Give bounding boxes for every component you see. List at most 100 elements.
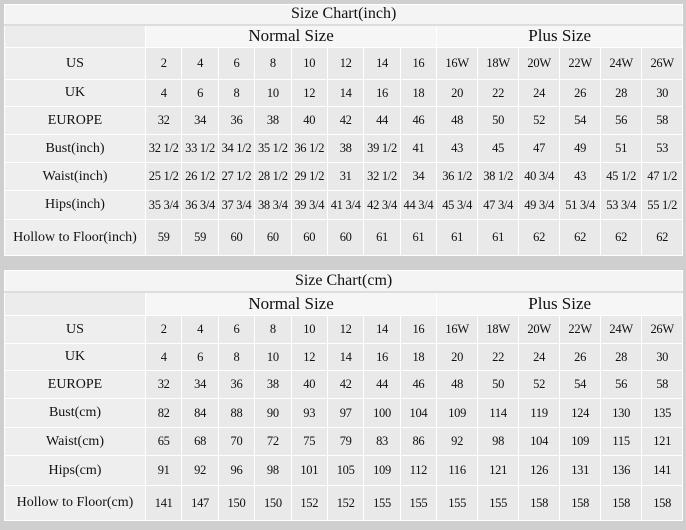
size-value-cell: 72: [254, 427, 292, 456]
size-value-cell: 62: [559, 219, 602, 256]
size-value-cell: 32: [144, 106, 183, 135]
size-value-cell: 65: [144, 427, 183, 456]
size-value-cell: 90: [254, 398, 292, 428]
size-value-cell: 92: [181, 455, 219, 486]
size-value-cell: 6: [217, 315, 256, 344]
size-value-cell: 24: [518, 79, 561, 107]
size-value-cell: 158: [600, 485, 643, 521]
size-value-cell: 40 3/4: [518, 162, 561, 191]
size-value-cell: 45: [477, 134, 520, 163]
size-value-cell: 62: [641, 219, 684, 256]
size-value-cell: 100: [363, 398, 401, 428]
size-value-cell: 54: [559, 106, 602, 135]
size-value-cell: 8: [217, 343, 256, 371]
size-value-cell: 62: [518, 219, 561, 256]
size-value-cell: 124: [559, 398, 602, 428]
size-value-cell: 53 3/4: [600, 190, 643, 220]
size-value-cell: 60: [326, 219, 365, 256]
size-value-cell: 16: [363, 343, 401, 371]
size-value-cell: 114: [477, 398, 520, 428]
table-row: Hollow to Floor(cm) 141 147 150 150 152 152 155…: [4, 485, 684, 521]
row-label: US: [4, 315, 146, 344]
size-value-cell: 40: [290, 370, 328, 399]
size-value-cell: 116: [436, 455, 479, 486]
size-value-cell: 14: [363, 47, 401, 80]
size-value-cell: 4: [181, 47, 219, 80]
size-value-cell: 58: [641, 106, 684, 135]
size-value-cell: 112: [399, 455, 438, 486]
size-value-cell: 59: [144, 219, 183, 256]
size-value-cell: 26W: [641, 315, 684, 344]
row-label: Hips(inch): [4, 190, 146, 220]
size-value-cell: 91: [144, 455, 183, 486]
size-value-cell: 62: [600, 219, 643, 256]
size-value-cell: 26: [559, 343, 602, 371]
size-value-cell: 40: [290, 106, 328, 135]
size-value-cell: 12: [290, 79, 328, 107]
size-value-cell: 26W: [641, 47, 684, 80]
size-value-cell: 20W: [518, 315, 561, 344]
size-value-cell: 27 1/2: [217, 162, 256, 191]
size-value-cell: 52: [518, 106, 561, 135]
size-value-cell: 26 1/2: [181, 162, 219, 191]
size-value-cell: 147: [181, 485, 219, 521]
size-value-cell: 12: [290, 343, 328, 371]
table-row: Bust(inch) 32 1/2 33 1/2 34 1/2 35 1/2 36 1/2…: [4, 134, 684, 163]
row-label: EUROPE: [4, 370, 146, 399]
size-value-cell: 115: [600, 427, 643, 456]
size-value-cell: 38 1/2: [477, 162, 520, 191]
size-value-cell: 158: [518, 485, 561, 521]
size-value-cell: 20W: [518, 47, 561, 80]
size-value-cell: 68: [181, 427, 219, 456]
row-label: UK: [4, 79, 146, 107]
size-value-cell: 39 3/4: [290, 190, 328, 220]
size-value-cell: 50: [477, 370, 520, 399]
table-row: EUROPE 32 34 36 38 40 42 44 46 48 50 52 54 56 58: [4, 106, 684, 135]
size-value-cell: 55 1/2: [641, 190, 684, 220]
size-value-cell: 8: [254, 315, 292, 344]
size-value-cell: 24W: [600, 47, 643, 80]
size-value-cell: 2: [144, 47, 183, 80]
size-value-cell: 12: [326, 47, 365, 80]
size-value-cell: 104: [518, 427, 561, 456]
chart-title: Size Chart(inch): [3, 4, 684, 26]
size-chart-cm: Size Chart(cm) Normal Size Plus Size US 2 4 6 8…: [3, 270, 684, 521]
size-value-cell: 43: [559, 162, 602, 191]
size-value-cell: 18: [399, 343, 438, 371]
size-value-cell: 82: [144, 398, 183, 428]
size-value-cell: 155: [399, 485, 438, 521]
size-value-cell: 38 3/4: [254, 190, 292, 220]
size-value-cell: 136: [600, 455, 643, 486]
size-value-cell: 50: [477, 106, 520, 135]
size-value-cell: 33 1/2: [181, 134, 219, 163]
size-value-cell: 16: [399, 47, 438, 80]
size-value-cell: 42 3/4: [363, 190, 401, 220]
size-value-cell: 109: [436, 398, 479, 428]
size-value-cell: 31: [326, 162, 365, 191]
size-table: Size Chart(inch) Normal Size Plus Size US 2 4…: [3, 4, 684, 256]
size-value-cell: 36: [217, 106, 256, 135]
size-value-cell: 48: [436, 106, 479, 135]
table-row: Waist(cm) 65 68 70 72 75 79 83 86 92 98 104 109 115 12…: [4, 427, 684, 456]
row-label: UK: [4, 343, 146, 371]
size-value-cell: 22: [477, 79, 520, 107]
plus-size-header: Plus Size: [436, 24, 684, 48]
size-value-cell: 60: [290, 219, 328, 256]
size-value-cell: 32: [144, 370, 183, 399]
size-value-cell: 47 1/2: [641, 162, 684, 191]
size-value-cell: 119: [518, 398, 561, 428]
blank-header-cell: [4, 24, 146, 48]
table-row: Hips(inch) 35 3/4 36 3/4 37 3/4 38 3/4 39 3/4…: [4, 190, 684, 220]
blank-header-cell: [4, 291, 146, 316]
row-label: US: [4, 47, 146, 80]
size-value-cell: 88: [217, 398, 256, 428]
size-value-cell: 45 1/2: [600, 162, 643, 191]
size-value-cell: 109: [363, 455, 401, 486]
size-value-cell: 59: [181, 219, 219, 256]
size-value-cell: 2: [144, 315, 183, 344]
table-row: US 2 4 6 8 10 12 14 16 16W 18W 20W 22W 24W 26W: [4, 315, 684, 344]
size-value-cell: 75: [290, 427, 328, 456]
size-value-cell: 52: [518, 370, 561, 399]
size-value-cell: 18W: [477, 47, 520, 80]
size-table: Size Chart(cm) Normal Size Plus Size US 2 4 6 8…: [3, 270, 684, 521]
